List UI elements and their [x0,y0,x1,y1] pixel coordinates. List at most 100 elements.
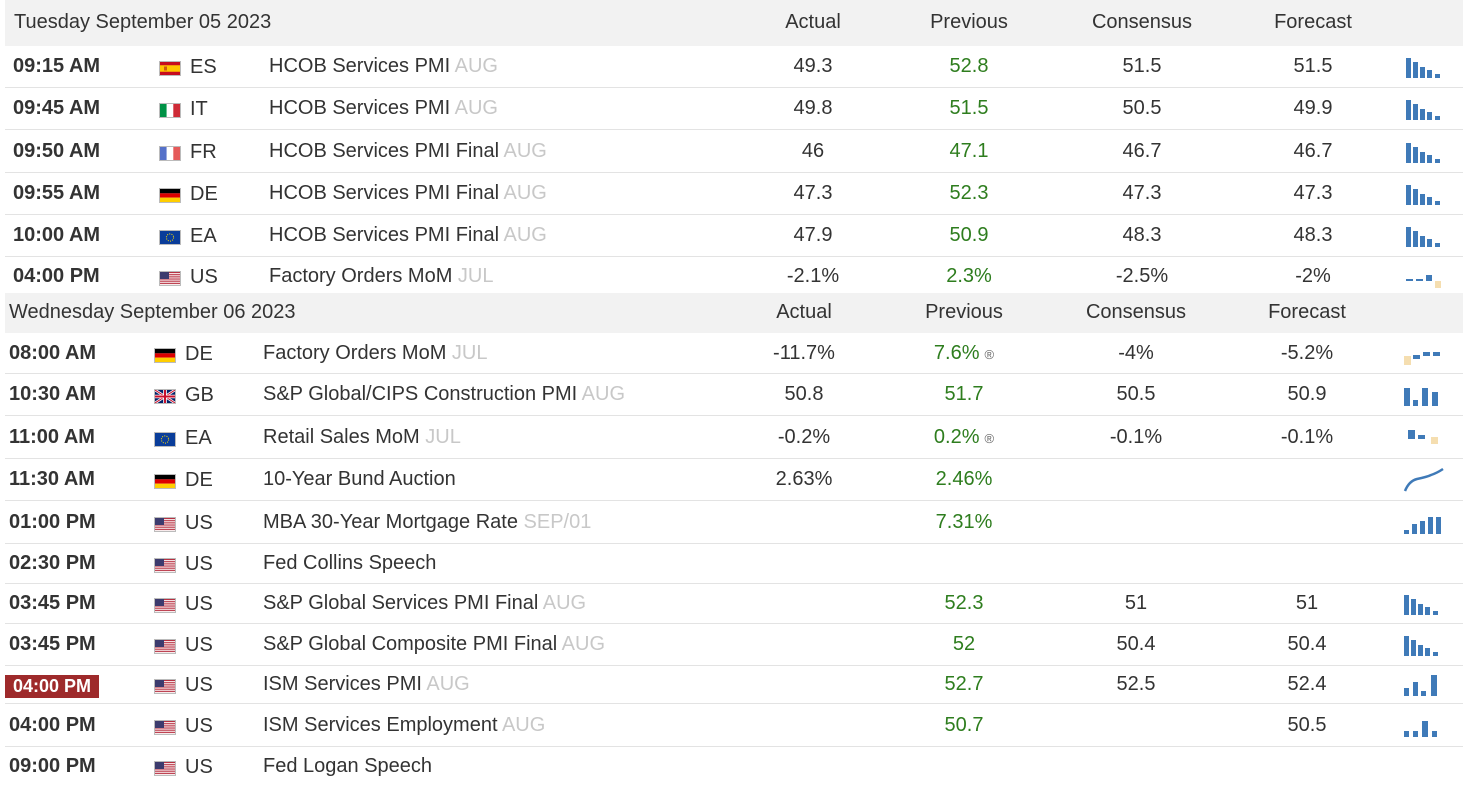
sparkline-chart[interactable] [1403,467,1445,493]
calendar-row[interactable]: 02:30 PM US Fed Collins Speech [5,544,1463,584]
calendar-row[interactable]: 03:45 PM US S&P Global Composite PMI Final… [5,624,1463,666]
sparkline-chart[interactable] [1403,713,1445,739]
event-name[interactable]: Factory Orders MoM [269,265,453,287]
sparkline-icon[interactable] [1403,672,1445,703]
column-header-actual[interactable]: Actual [776,301,832,323]
column-header-previous[interactable]: Previous [930,11,1008,33]
sparkline-icon[interactable] [1405,181,1447,212]
sparkline-icon[interactable] [1403,467,1445,498]
previous-value-text: 51.7 [944,383,984,405]
event-name-link[interactable]: Fed Collins Speech [263,552,436,575]
sparkline-chart[interactable] [1405,223,1447,249]
event-name[interactable]: S&P Global Composite PMI Final [263,633,558,655]
event-name[interactable]: ISM Services Employment [263,714,498,736]
event-name[interactable]: Fed Logan Speech [263,755,433,777]
event-name-link[interactable]: Retail Sales MoM JUL [263,426,461,449]
event-name-link[interactable]: MBA 30-Year Mortgage Rate SEP/01 [263,511,591,534]
sparkline-icon[interactable] [1403,382,1445,413]
event-name-link[interactable]: ISM Services Employment AUG [263,714,545,737]
sparkline-chart[interactable] [1403,510,1445,536]
sparkline-icon[interactable] [1403,510,1445,541]
event-name-link[interactable]: ISM Services PMI AUG [263,673,470,696]
event-name[interactable]: Factory Orders MoM [263,342,447,364]
previous-value-text: 7.31% [935,511,993,533]
column-header-forecast[interactable]: Forecast [1274,11,1352,33]
sparkline-bar [1427,239,1432,247]
column-header-consensus[interactable]: Consensus [1085,301,1187,323]
sparkline-line [1403,467,1444,492]
calendar-row[interactable]: 04:00 PM US Factory Orders MoM JUL -2.1% 2.3… [5,257,1463,296]
sparkline-icon[interactable] [1405,264,1447,295]
sparkline-chart[interactable] [1403,382,1445,408]
column-header-previous[interactable]: Previous [925,301,1003,323]
event-name[interactable]: ISM Services PMI [263,673,422,695]
sparkline-chart[interactable] [1403,425,1445,451]
sparkline-chart[interactable] [1403,341,1445,367]
sparkline-icon[interactable] [1405,139,1447,170]
consensus-value-text: -4% [1118,342,1154,364]
event-name-link[interactable]: S&P Global/CIPS Construction PMI AUG [263,383,625,406]
event-name-link[interactable]: HCOB Services PMI AUG [269,55,498,78]
event-name-link[interactable]: Factory Orders MoM JUL [269,265,494,288]
sparkline-icon[interactable] [1405,223,1447,254]
event-name-link[interactable]: S&P Global Services PMI Final AUG [263,592,586,615]
event-time: 03:45 PM [9,633,96,655]
event-name[interactable]: HCOB Services PMI Final [269,182,500,204]
event-name[interactable]: HCOB Services PMI [269,97,451,119]
calendar-row[interactable]: 10:30 AM GB S&P Global/CIPS Construction P… [5,374,1463,416]
event-name[interactable]: HCOB Services PMI Final [269,224,500,246]
event-name-link[interactable]: HCOB Services PMI Final AUG [269,140,547,163]
event-name[interactable]: S&P Global Services PMI Final [263,592,539,614]
actual-value-text: 2.63% [775,468,833,490]
sparkline-icon[interactable] [1403,713,1445,744]
column-header-forecast[interactable]: Forecast [1268,301,1346,323]
event-name-link[interactable]: S&P Global Composite PMI Final AUG [263,633,605,656]
sparkline-chart[interactable] [1405,264,1447,290]
event-name[interactable]: Retail Sales MoM [263,426,420,448]
sparkline-icon[interactable] [1403,425,1445,456]
calendar-row[interactable]: 09:45 AM IT HCOB Services PMI AUG 49.8 51.5 5… [5,88,1463,130]
sparkline-icon[interactable] [1403,591,1445,622]
sparkline-icon[interactable] [1405,54,1447,85]
sparkline-chart[interactable] [1403,591,1445,617]
calendar-row[interactable]: 11:00 AM EA Retail Sales MoM JUL -0.2% 0.2% ®… [5,416,1463,459]
sparkline-chart[interactable] [1405,54,1447,80]
event-name[interactable]: Fed Collins Speech [263,552,437,574]
calendar-row[interactable]: 10:00 AM EA HCOB Services PMI Final AUG 47.… [5,215,1463,257]
calendar-row[interactable]: 08:00 AM DE Factory Orders MoM JUL -11.7% 7.… [5,333,1463,374]
calendar-row[interactable]: 04:00 PM US ISM Services Employment AUG 50.… [5,704,1463,747]
calendar-row[interactable]: 09:55 AM DE HCOB Services PMI Final AUG 47.… [5,173,1463,215]
sparkline-bar [1413,104,1418,120]
event-name-link[interactable]: Factory Orders MoM JUL [263,342,488,365]
calendar-row[interactable]: 09:00 PM US Fed Logan Speech [5,747,1463,787]
sparkline-icon[interactable] [1403,632,1445,663]
event-name[interactable]: 10-Year Bund Auction [263,468,456,490]
calendar-row[interactable]: 09:50 AM FR HCOB Services PMI Final AUG 46 4… [5,130,1463,173]
sparkline-icon[interactable] [1405,96,1447,127]
event-name-link[interactable]: HCOB Services PMI Final AUG [269,224,547,247]
sparkline-bar [1427,112,1432,120]
sparkline-chart[interactable] [1403,672,1445,698]
event-name-link[interactable]: 10-Year Bund Auction [263,468,456,491]
event-name-link[interactable]: HCOB Services PMI AUG [269,97,498,120]
sparkline-icon[interactable] [1403,341,1445,372]
event-name[interactable]: HCOB Services PMI [269,55,451,77]
sparkline-chart[interactable] [1405,139,1447,165]
sparkline-chart[interactable] [1405,181,1447,207]
calendar-row[interactable]: 03:45 PM US S&P Global Services PMI Final … [5,584,1463,624]
column-header-actual[interactable]: Actual [785,11,841,33]
event-name-link[interactable]: Fed Logan Speech [263,755,432,778]
event-name[interactable]: MBA 30-Year Mortgage Rate [263,511,518,533]
event-name[interactable]: HCOB Services PMI Final [269,140,500,162]
sparkline-chart[interactable] [1403,632,1445,658]
calendar-row[interactable]: 01:00 PM US MBA 30-Year Mortgage Rate SEP/… [5,501,1463,544]
sparkline-bar [1406,58,1411,78]
calendar-row[interactable]: 11:30 AM DE 10-Year Bund Auction 2.63% 2.46% [5,459,1463,501]
event-name[interactable]: S&P Global/CIPS Construction PMI [263,383,578,405]
event-name-link[interactable]: HCOB Services PMI Final AUG [269,182,547,205]
sparkline-chart[interactable] [1405,96,1447,122]
calendar-row[interactable]: 04:00 PM US ISM Services PMI AUG 52.7 52.5 52… [5,666,1463,704]
calendar-row[interactable]: 09:15 AM ES HCOB Services PMI AUG 49.3 52.8 5… [5,46,1463,88]
event-time: 09:45 AM [13,97,101,119]
column-header-consensus[interactable]: Consensus [1091,11,1193,33]
